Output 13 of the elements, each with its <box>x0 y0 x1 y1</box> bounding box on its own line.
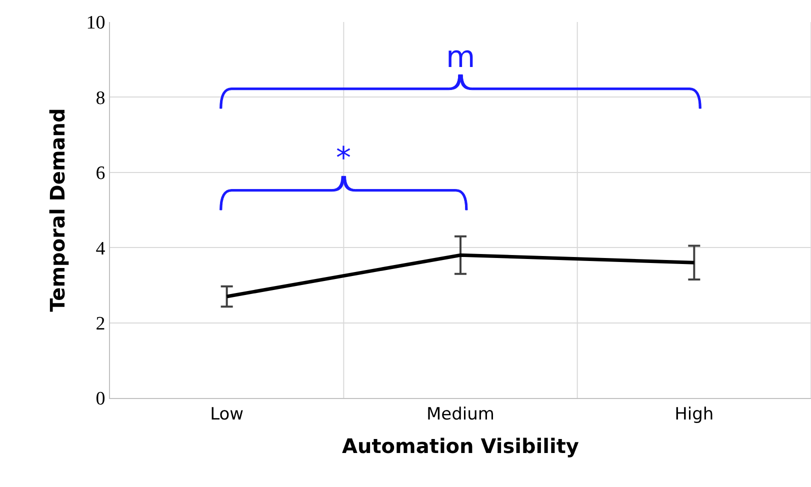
x-tick-label: Low <box>210 404 244 424</box>
annotation: m <box>446 40 476 75</box>
y-tick-label: 2 <box>96 313 106 334</box>
x-tick-label: High <box>674 404 714 424</box>
y-tick-label: 0 <box>96 388 106 410</box>
y-tick-label: 8 <box>96 88 106 109</box>
x-axis-title: Automation Visibility <box>342 434 579 458</box>
y-axis-title: Temporal Demand <box>46 108 70 312</box>
y-tick-label: 10 <box>86 12 106 34</box>
annotation: * <box>336 141 351 176</box>
x-tick-label: Medium <box>426 404 494 424</box>
y-tick-label: 4 <box>96 238 106 260</box>
y-tick-label: 6 <box>96 163 106 184</box>
